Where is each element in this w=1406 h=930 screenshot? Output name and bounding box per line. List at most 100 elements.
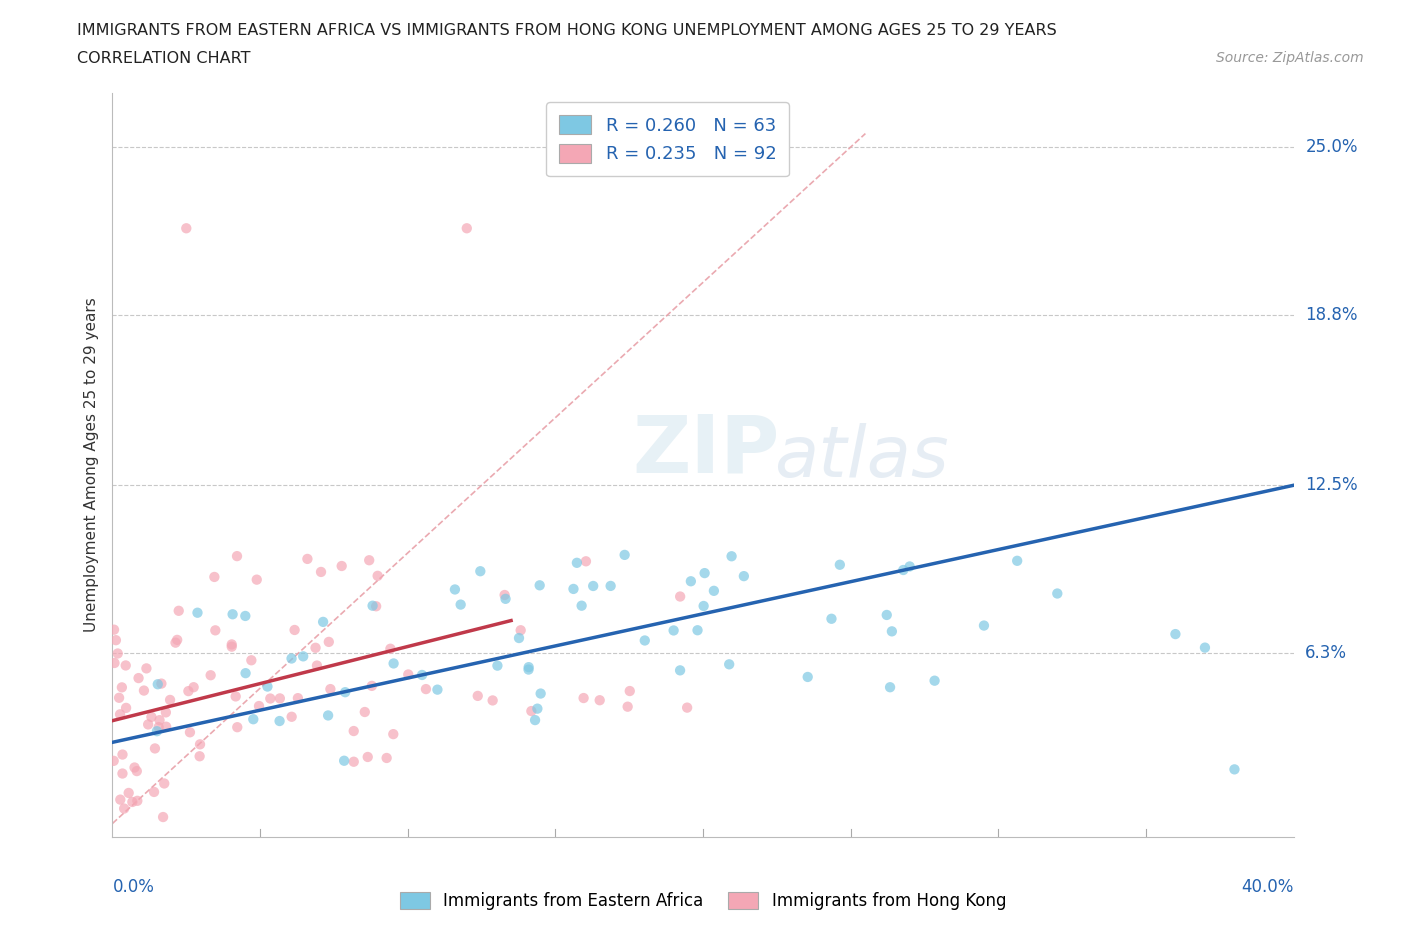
Point [318, 634, 340, 649]
Point [524, 712, 547, 727]
Point [177, 684, 200, 698]
Text: 18.8%: 18.8% [1305, 306, 1358, 324]
Point [221, 639, 243, 654]
Point [297, 551, 319, 566]
Point [165, 635, 187, 650]
Point [330, 559, 353, 574]
Point [396, 667, 419, 682]
Point [132, 684, 155, 698]
Point [686, 623, 709, 638]
Point [796, 670, 818, 684]
Point [619, 684, 641, 698]
Point [242, 711, 264, 726]
Point [526, 701, 548, 716]
Point [309, 565, 332, 579]
Point [509, 623, 531, 638]
Text: atlas: atlas [773, 423, 949, 492]
Point [148, 720, 170, 735]
Point [319, 682, 342, 697]
Point [103, 622, 125, 637]
Point [107, 646, 129, 661]
Text: 12.5%: 12.5% [1305, 476, 1358, 494]
Point [284, 622, 307, 637]
Point [380, 642, 402, 657]
Point [246, 572, 269, 587]
Text: IMMIGRANTS FROM EASTERN AFRICA VS IMMIGRANTS FROM HONG KONG UNEMPLOYMENT AMONG A: IMMIGRANTS FROM EASTERN AFRICA VS IMMIGR… [77, 23, 1057, 38]
Point [486, 658, 509, 673]
Point [876, 607, 898, 622]
Point [693, 565, 716, 580]
Text: 6.3%: 6.3% [1305, 644, 1347, 662]
Point [357, 750, 380, 764]
Point [517, 662, 540, 677]
Point [226, 720, 249, 735]
Point [166, 632, 188, 647]
Point [517, 659, 540, 674]
Point [375, 751, 398, 765]
Point [188, 737, 211, 751]
Point [287, 691, 309, 706]
Point [382, 656, 405, 671]
Point [898, 559, 921, 574]
Point [186, 605, 208, 620]
Point [828, 557, 851, 572]
Point [733, 568, 755, 583]
Point [118, 786, 141, 801]
Point [613, 548, 636, 563]
Point [508, 631, 530, 645]
Point [226, 549, 249, 564]
Point [360, 678, 382, 693]
Point [366, 599, 388, 614]
Point [575, 554, 598, 569]
Point [103, 656, 125, 671]
Point [269, 691, 291, 706]
Point [247, 698, 270, 713]
Point [820, 611, 842, 626]
Y-axis label: Unemployment Among Ages 25 to 29 years: Unemployment Among Ages 25 to 29 years [83, 298, 98, 632]
Point [335, 684, 357, 699]
Point [467, 688, 489, 703]
Point [221, 637, 243, 652]
Point [128, 671, 150, 685]
Point [167, 604, 190, 618]
Point [1194, 640, 1216, 655]
Point [143, 741, 166, 756]
Legend: R = 0.260   N = 63, R = 0.235   N = 92: R = 0.260 N = 63, R = 0.235 N = 92 [546, 102, 789, 176]
Point [110, 792, 132, 807]
Point [127, 793, 149, 808]
Point [104, 632, 127, 647]
Point [481, 693, 503, 708]
Point [589, 693, 612, 708]
Point [305, 658, 328, 673]
Point [565, 555, 588, 570]
Point [146, 724, 169, 738]
Point [146, 677, 169, 692]
Point [179, 724, 201, 739]
Point [679, 574, 702, 589]
Point [204, 623, 226, 638]
Point [235, 666, 257, 681]
Point [415, 682, 437, 697]
Text: 40.0%: 40.0% [1241, 878, 1294, 896]
Point [155, 705, 177, 720]
Point [115, 700, 138, 715]
Point [292, 649, 315, 664]
Point [153, 776, 176, 790]
Point [280, 710, 302, 724]
Point [108, 690, 131, 705]
Point [426, 683, 449, 698]
Point [256, 679, 278, 694]
Point [582, 578, 605, 593]
Point [269, 713, 291, 728]
Point [155, 719, 177, 734]
Point [634, 633, 657, 648]
Point [259, 691, 281, 706]
Point [108, 707, 131, 722]
Point [924, 673, 946, 688]
Point [159, 693, 181, 708]
Point [1005, 553, 1028, 568]
Point [333, 753, 356, 768]
Point [124, 760, 146, 775]
Point [495, 591, 517, 606]
Point [148, 712, 170, 727]
